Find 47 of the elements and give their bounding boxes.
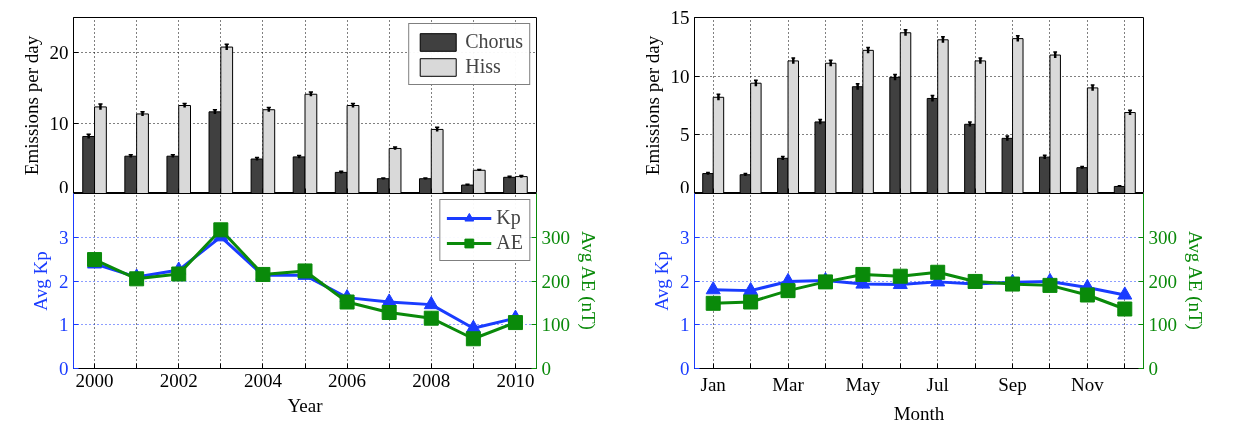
y-tick-label: 0 (59, 176, 69, 198)
legend-label: Chorus (465, 30, 523, 53)
y-tick-label: 5 (680, 124, 690, 146)
y2-tick-label: 200 (1148, 270, 1177, 292)
legend-label: AE (496, 231, 523, 254)
x-tick-label: Jan (700, 373, 727, 395)
x-tick-label: 2008 (412, 369, 451, 391)
x-tick-label: May (845, 373, 881, 395)
y-axis-title: Avg Kp (30, 251, 51, 311)
y2-tick-label: 200 (541, 270, 570, 292)
y-tick-label: 2 (680, 270, 690, 292)
x-axis-title: Month (893, 402, 945, 424)
y2-tick-label: 100 (1148, 314, 1177, 336)
legend-label: Hiss (465, 55, 501, 78)
x-tick-label: 2000 (75, 369, 114, 391)
x-tick-label: 2004 (243, 369, 283, 391)
legend-label: Kp (496, 206, 521, 229)
x-tick-label: 2010 (496, 369, 535, 391)
y-axis-title: Emissions per day (20, 35, 42, 176)
y-tick-label: 10 (670, 65, 690, 87)
x-tick-label: 2006 (328, 369, 367, 391)
y2-axis-title: Avg AE (nT) (577, 231, 599, 330)
y-tick-label: 0 (59, 358, 69, 379)
y-tick-label: 20 (49, 42, 69, 64)
y-tick-label: 1 (680, 314, 690, 336)
y-tick-label: 15 (670, 7, 690, 28)
y-tick-label: 2 (59, 270, 69, 292)
x-tick-label: Jul (926, 373, 949, 395)
y-tick-label: 1 (59, 314, 69, 336)
y2-tick-label: 0 (1148, 358, 1158, 379)
x-tick-label: Mar (772, 373, 805, 395)
x-tick-label: Sep (998, 373, 1027, 395)
y-axis-title: Emissions per day (641, 35, 663, 176)
x-tick-label: 2002 (159, 369, 198, 391)
y-tick-label: 10 (49, 112, 69, 134)
y-axis-title: Avg Kp (651, 251, 672, 311)
y2-tick-label: 300 (541, 226, 570, 248)
y2-tick-label: 300 (1148, 226, 1177, 248)
y-tick-label: 3 (59, 226, 69, 248)
y2-tick-label: 0 (541, 358, 551, 379)
y2-axis-title: Avg AE (nT) (1184, 231, 1206, 330)
x-tick-label: Nov (1071, 373, 1105, 395)
y-tick-label: 0 (680, 358, 690, 379)
y2-tick-label: 100 (541, 314, 570, 336)
y-tick-label: 0 (680, 176, 690, 198)
y-tick-label: 3 (680, 226, 690, 248)
x-axis-title: Year (287, 394, 324, 416)
